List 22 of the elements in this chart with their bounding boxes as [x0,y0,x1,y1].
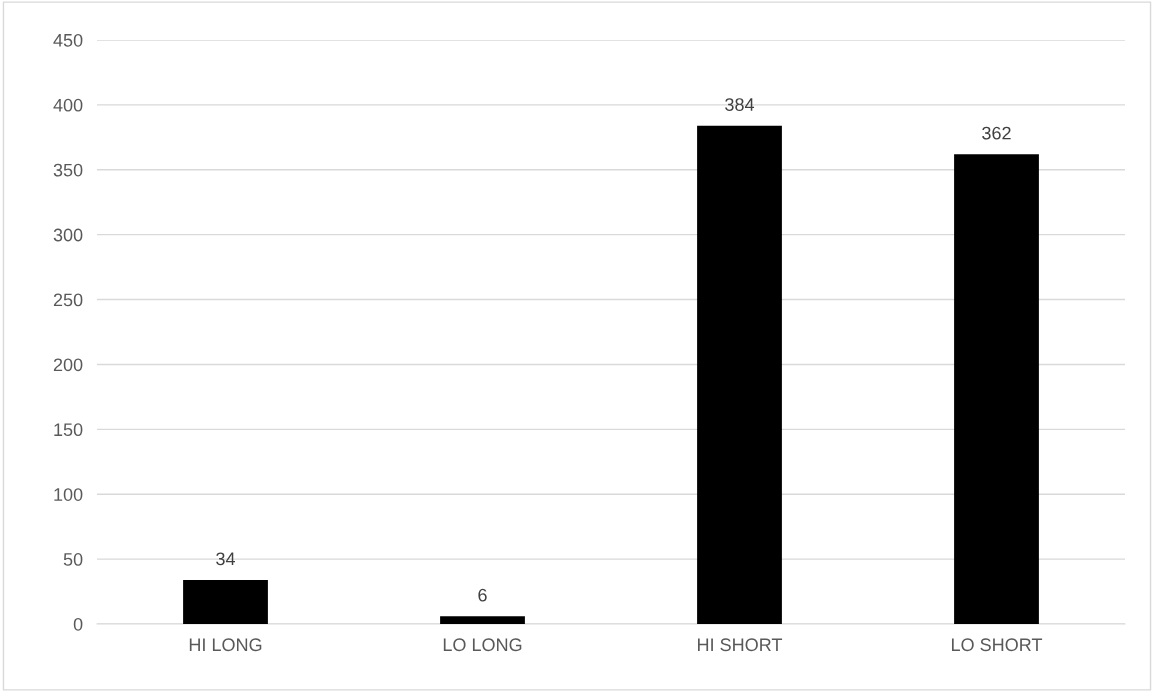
y-tick-label: 350 [53,163,83,177]
bar [440,616,525,624]
bar [954,154,1039,624]
y-tick-label: 250 [53,293,83,307]
y-tick-label: 200 [53,358,83,372]
y-tick-label: 300 [53,228,83,242]
data-label: 6 [478,588,487,602]
data-label: 384 [725,98,755,111]
y-tick-label: 50 [63,553,83,566]
x-tick-label: LO LONG [443,638,522,652]
bar [183,579,268,624]
y-tick-label: 0 [73,617,83,631]
x-tick-label: LO SHORT [951,638,1043,652]
y-tick-label: 400 [53,98,83,112]
y-tick-label: 100 [54,488,83,501]
y-tick-label: 450 [53,33,83,47]
bar [697,125,782,624]
x-tick-label: HI LONG [189,638,262,652]
data-label: 362 [982,126,1011,140]
data-label: 34 [216,552,236,566]
x-tick-label: HI SHORT [698,638,783,652]
y-tick-label: 150 [54,423,83,437]
